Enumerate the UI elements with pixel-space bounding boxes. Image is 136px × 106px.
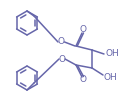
Text: OH: OH (105, 50, 119, 59)
Text: O: O (58, 38, 64, 47)
Text: O: O (80, 26, 86, 34)
Text: OH: OH (103, 73, 117, 82)
Text: O: O (80, 75, 86, 84)
Text: O: O (58, 54, 66, 63)
